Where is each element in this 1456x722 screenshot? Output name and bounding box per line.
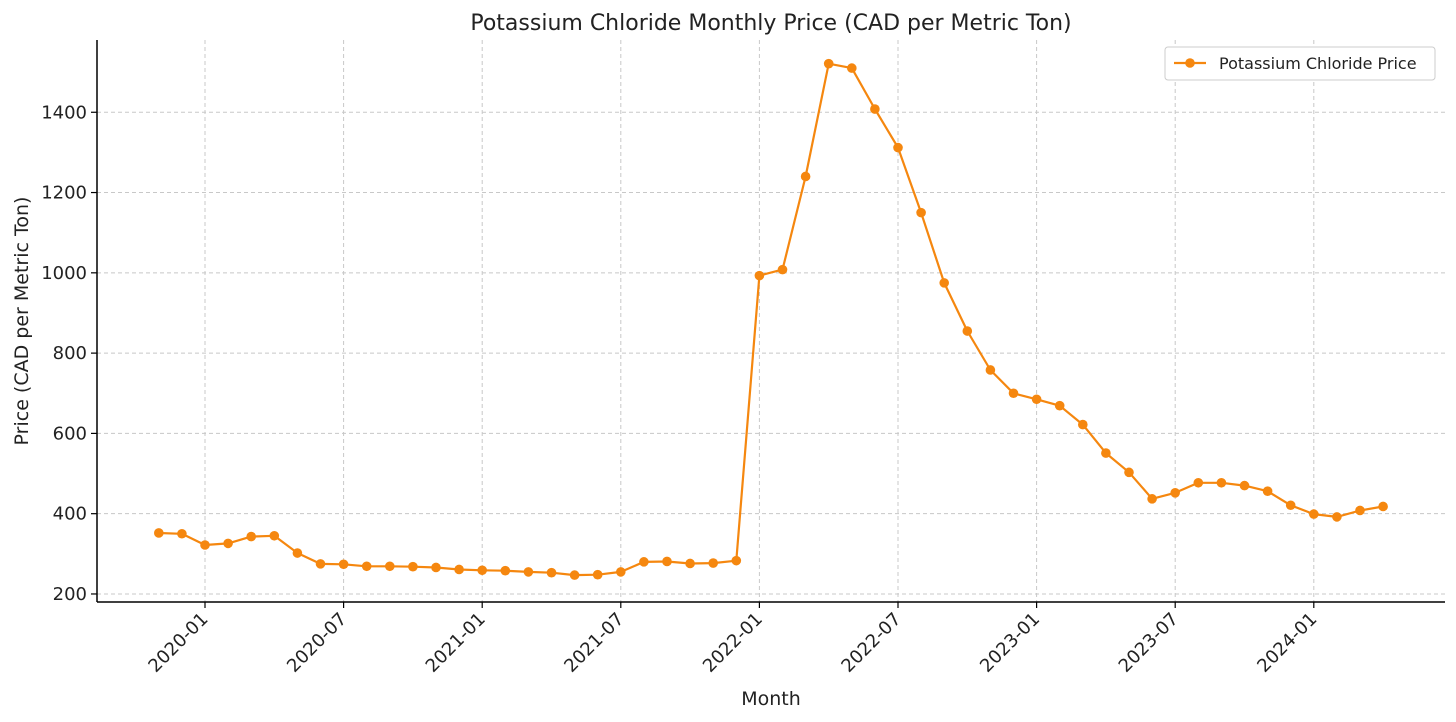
legend-point-marker (1185, 58, 1195, 68)
x-tick-label: 2021-01 (422, 609, 490, 677)
y-tick-label: 1400 (41, 102, 87, 123)
x-axis-label: Month (741, 688, 801, 710)
data-point (1378, 501, 1388, 512)
data-point (893, 142, 903, 153)
data-point (847, 63, 857, 73)
data-point (500, 565, 511, 576)
y-tick-label: 800 (53, 343, 87, 364)
data-point (1008, 388, 1019, 399)
series-line (158, 62, 1384, 577)
data-point (754, 270, 765, 281)
data-point (569, 570, 580, 580)
data-point (408, 561, 418, 572)
grid (97, 40, 1445, 602)
x-tick-label: 2023-07 (1115, 609, 1183, 677)
data-point (1355, 505, 1365, 516)
legend: Potassium Chloride Price (1164, 46, 1436, 81)
data-point (1078, 419, 1088, 430)
data-point (1124, 467, 1134, 478)
data-point (962, 326, 973, 336)
data-point (1216, 477, 1227, 488)
x-tick-label: 2022-01 (699, 609, 767, 677)
data-point (639, 557, 649, 567)
series-potassium-chloride-price (154, 58, 1388, 580)
data-point (200, 540, 210, 550)
data-point (269, 530, 280, 541)
data-point (708, 558, 718, 568)
data-point (662, 556, 672, 567)
data-point (985, 365, 996, 375)
data-point (431, 562, 441, 573)
x-tick-label: 2022-07 (837, 609, 905, 677)
x-tick-label: 2020-07 (283, 609, 351, 677)
data-point (1170, 488, 1180, 498)
data-point (1054, 400, 1065, 411)
y-tick-label: 1000 (41, 263, 87, 284)
legend-box (1164, 46, 1436, 81)
data-point (1031, 394, 1042, 405)
y-tick-label: 1200 (41, 183, 87, 204)
data-point (523, 567, 534, 577)
data-point (546, 567, 557, 578)
x-tick-label: 2024-01 (1253, 609, 1321, 677)
data-point (177, 528, 187, 539)
data-point (477, 565, 488, 576)
data-point (338, 559, 349, 570)
x-tick-label: 2021-07 (560, 609, 628, 677)
data-point (939, 278, 949, 288)
data-point (1332, 512, 1342, 522)
data-point (777, 264, 788, 275)
data-point (1262, 486, 1273, 497)
x-tick-label: 2020-01 (144, 609, 212, 677)
data-point (731, 555, 742, 566)
data-point (223, 538, 233, 549)
data-point (361, 561, 372, 572)
data-point (685, 558, 695, 569)
data-point (916, 207, 926, 218)
data-point (1285, 500, 1296, 511)
legend-entry-label: Potassium Chloride Price (1219, 54, 1417, 73)
x-axis-ticks: 2020-01 2020-07 2021-01 2021-07 2022-01 2022-… (144, 602, 1321, 677)
data-point (1239, 480, 1250, 491)
data-point (1147, 494, 1157, 504)
data-point (454, 564, 464, 575)
data-point (154, 528, 164, 538)
data-point (1309, 509, 1319, 519)
data-point (616, 567, 626, 577)
data-point (246, 531, 256, 542)
data-point (823, 58, 834, 69)
data-point (385, 561, 395, 572)
y-axis-label: Price (CAD per Metric Ton) (11, 197, 33, 446)
y-tick-label: 600 (53, 423, 87, 444)
y-tick-label: 200 (53, 584, 87, 605)
y-tick-label: 400 (53, 504, 87, 525)
data-point (1193, 477, 1204, 488)
y-axis-ticks: 200 400 600 800 1000 1200 1400 (41, 102, 97, 605)
data-point (315, 559, 326, 569)
data-point (292, 548, 303, 558)
x-tick-label: 2023-01 (976, 609, 1044, 677)
data-point (1101, 448, 1111, 458)
data-point (870, 104, 880, 114)
data-point (800, 171, 811, 182)
chart-title: Potassium Chloride Monthly Price (CAD pe… (470, 11, 1071, 36)
data-point (592, 569, 603, 580)
